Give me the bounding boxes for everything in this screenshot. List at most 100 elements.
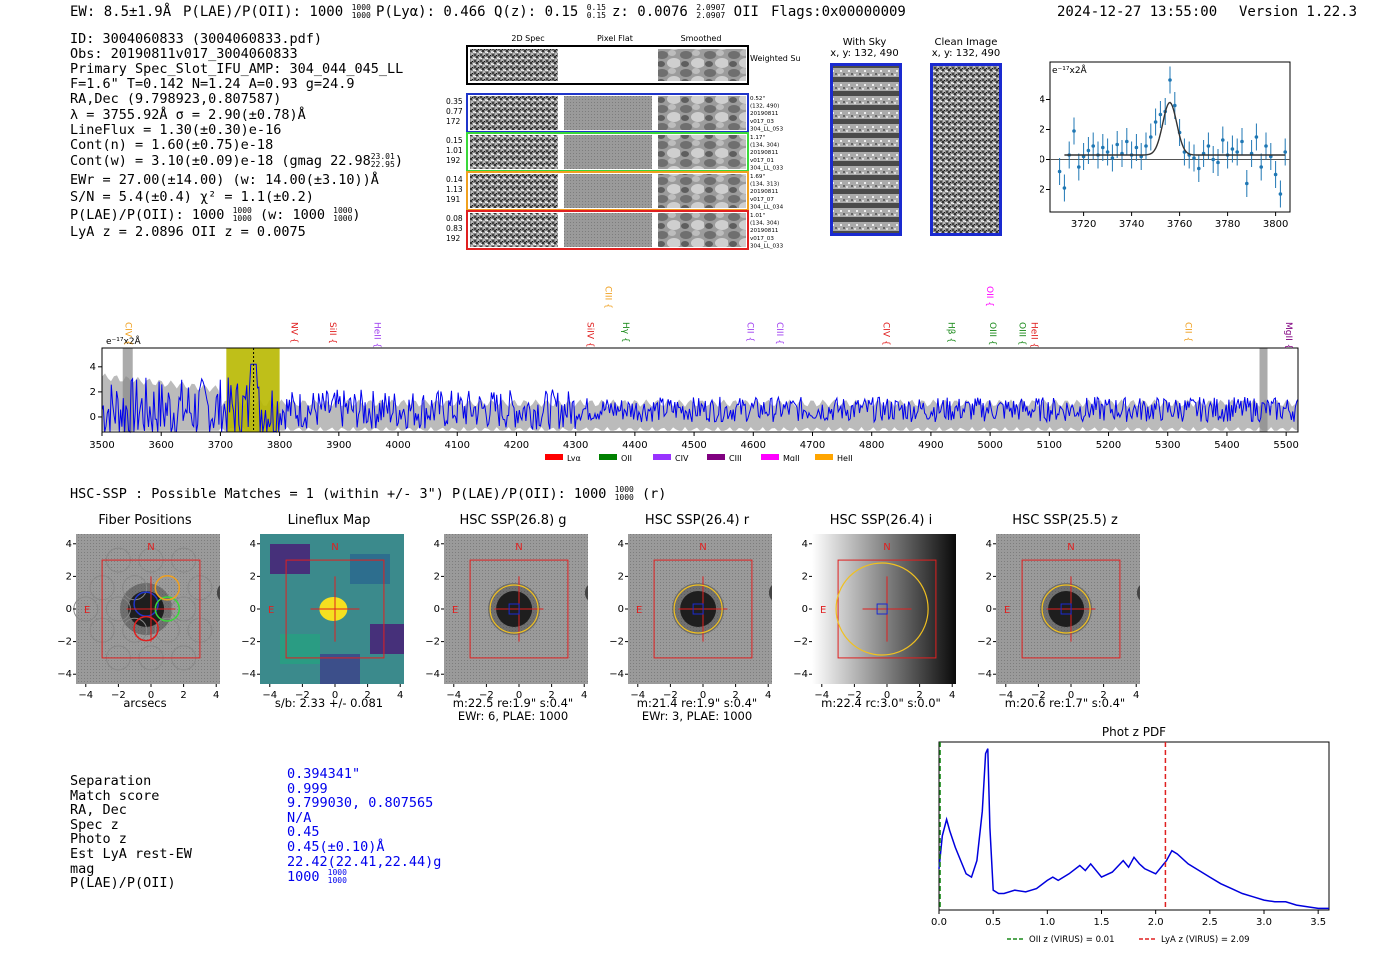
x-tick-label: 3900 xyxy=(326,440,351,451)
data-point xyxy=(1235,150,1239,154)
frac-den: 1000 xyxy=(327,876,347,886)
y-tick-label: −2 xyxy=(1040,185,1045,196)
header-plae: P(LAE)/P(OII): 1000 1000 1000 xyxy=(183,4,371,21)
info-contn: Cont(n) = 1.60(±0.75)e-18 xyxy=(70,137,274,153)
data-point xyxy=(1110,156,1115,160)
header-qz-frac: 0.15 0.15 xyxy=(587,4,606,20)
hsc-title-frac: 1000 1000 xyxy=(615,486,634,502)
data-point xyxy=(1197,166,1201,171)
compass-e: E xyxy=(268,605,274,616)
match-labels: Separation Match score RA, Dec Spec z Ph… xyxy=(70,774,192,891)
neighbor-blob xyxy=(585,585,588,601)
hsc-panel-title: HSC SSP(26.4) r xyxy=(644,513,750,528)
info-contw-text: Cont(w) = 3.10(±0.09)e-18 (gmag 22.98 xyxy=(70,153,371,169)
info-params: F=1.6" T=0.142 N=1.24 A=0.93 g=24.9 xyxy=(70,76,355,92)
x-tick-label: 0 xyxy=(1068,690,1074,700)
legend-label: OII xyxy=(621,454,632,461)
header-qz-text: Q(z): 0.15 xyxy=(494,4,579,20)
legend-oii-label: OII z (VIRUS) = 0.01 xyxy=(1029,935,1115,945)
row-smoothed xyxy=(658,96,746,130)
legend-label: CIII xyxy=(729,454,742,461)
x-tick-label: 4 xyxy=(397,690,403,700)
row-2dspec xyxy=(470,135,558,169)
row-right-value: 1.17" xyxy=(750,135,765,141)
x-tick-label: 0 xyxy=(884,690,890,700)
lineflux-cell xyxy=(320,654,360,684)
data-point xyxy=(1134,145,1139,150)
x-tick-label: 4500 xyxy=(681,440,706,451)
x-tick-label: 4700 xyxy=(800,440,825,451)
x-tick-label: −2 xyxy=(479,690,494,700)
row-right-value: (134, 313) xyxy=(750,182,779,188)
header-z-line: OII xyxy=(733,4,759,20)
row-pixelflat xyxy=(564,96,652,130)
data-point xyxy=(1091,144,1095,148)
y-tick-label: −2 xyxy=(425,637,440,648)
header-plae-frac: 1000 1000 xyxy=(352,4,371,20)
row-pixelflat xyxy=(564,174,652,208)
with-sky-image xyxy=(830,63,902,236)
info-plae-w-frac: 1000 1000 xyxy=(333,207,352,223)
y-tick-label: 0 xyxy=(250,604,256,615)
data-point xyxy=(1072,129,1076,133)
y-tick-label: 0 xyxy=(434,604,440,615)
x-tick-label: 3600 xyxy=(148,440,173,451)
data-point xyxy=(1206,144,1211,148)
info-contw: Cont(w) = 3.10(±0.09)e-18 (gmag 22.98 23.… xyxy=(70,153,403,170)
plot-frame xyxy=(101,347,1299,433)
row-right-value: 1.01" xyxy=(750,213,765,219)
x-tick-label: 2 xyxy=(732,690,738,700)
fit-curve xyxy=(1064,101,1286,156)
x-tick-label: 3700 xyxy=(208,440,233,451)
ellipse-aperture xyxy=(489,584,539,634)
ellipse-aperture xyxy=(1041,584,1091,634)
x-tick-label: −2 xyxy=(1031,690,1046,700)
compass-e: E xyxy=(84,605,90,616)
emission-line-label: MgII { xyxy=(1283,322,1293,349)
info-obs: Obs: 20190811v017_3004060833 xyxy=(70,46,298,62)
match-marker xyxy=(876,603,888,615)
compass-n: N xyxy=(331,542,338,553)
row-pixelflat xyxy=(564,213,652,247)
info-slot: Primary Spec_Slot_IFU_AMP: 304_044_045_L… xyxy=(70,61,404,77)
x-tick-label: 1.0 xyxy=(1039,917,1055,928)
pdf-title: Phot z PDF xyxy=(1102,725,1166,739)
x-tick-label: 5500 xyxy=(1273,440,1298,451)
spectrum-line xyxy=(101,363,1299,434)
legend-label: MgII xyxy=(783,454,800,461)
row-2dspec xyxy=(470,213,558,247)
lineflux-cell xyxy=(350,554,390,584)
frac-den: 22.95 xyxy=(370,160,395,169)
plot-frame xyxy=(938,741,1330,911)
y-tick-label: 4 xyxy=(802,539,808,550)
y-tick-label: −2 xyxy=(241,637,256,648)
hsc-panel-title: Fiber Positions xyxy=(98,513,192,528)
x-tick-label: 4 xyxy=(1133,690,1139,700)
x-tick-label: 0 xyxy=(516,690,522,700)
compass-e: E xyxy=(1004,605,1010,616)
frac-num: 0.15 xyxy=(586,3,606,12)
x-tick-label: −2 xyxy=(663,690,678,700)
x-tick-label: 4 xyxy=(581,690,587,700)
match-label: RA, Dec xyxy=(70,802,127,819)
y-tick-label: −4 xyxy=(425,669,440,680)
y-tick-label: −2 xyxy=(793,637,808,648)
weighted-2dspec xyxy=(470,49,558,81)
col-title-pixelflat: Pixel Flat xyxy=(597,34,633,43)
line-fit-chart: 3720 3740 3760 3780 3800 −2 0 2 4 e⁻¹⁷x2Å xyxy=(1040,61,1291,230)
x-tick-label: 5000 xyxy=(977,440,1002,451)
col-title-2dspec: 2D Spec xyxy=(511,34,544,43)
row-2dspec xyxy=(470,96,558,130)
row-right-value: (134, 304) xyxy=(750,143,779,149)
compass-n: N xyxy=(147,542,154,553)
frac-num: 1000 xyxy=(327,868,347,878)
cutouts-2d-panel: 2D Spec Pixel Flat Smoothed Weighted Sum… xyxy=(440,32,809,257)
x-tick-label: 2 xyxy=(180,690,186,700)
row-2dspec xyxy=(470,174,558,208)
x-tick-label: 4400 xyxy=(622,440,647,451)
data-point xyxy=(1211,157,1215,162)
data-point xyxy=(1230,147,1235,151)
hsc-panel-image: N E −4 −4 −2 −2 0 0 2 2 4 4 xyxy=(57,534,220,700)
data-point xyxy=(1086,148,1091,153)
frac-den: 0.15 xyxy=(586,11,606,20)
